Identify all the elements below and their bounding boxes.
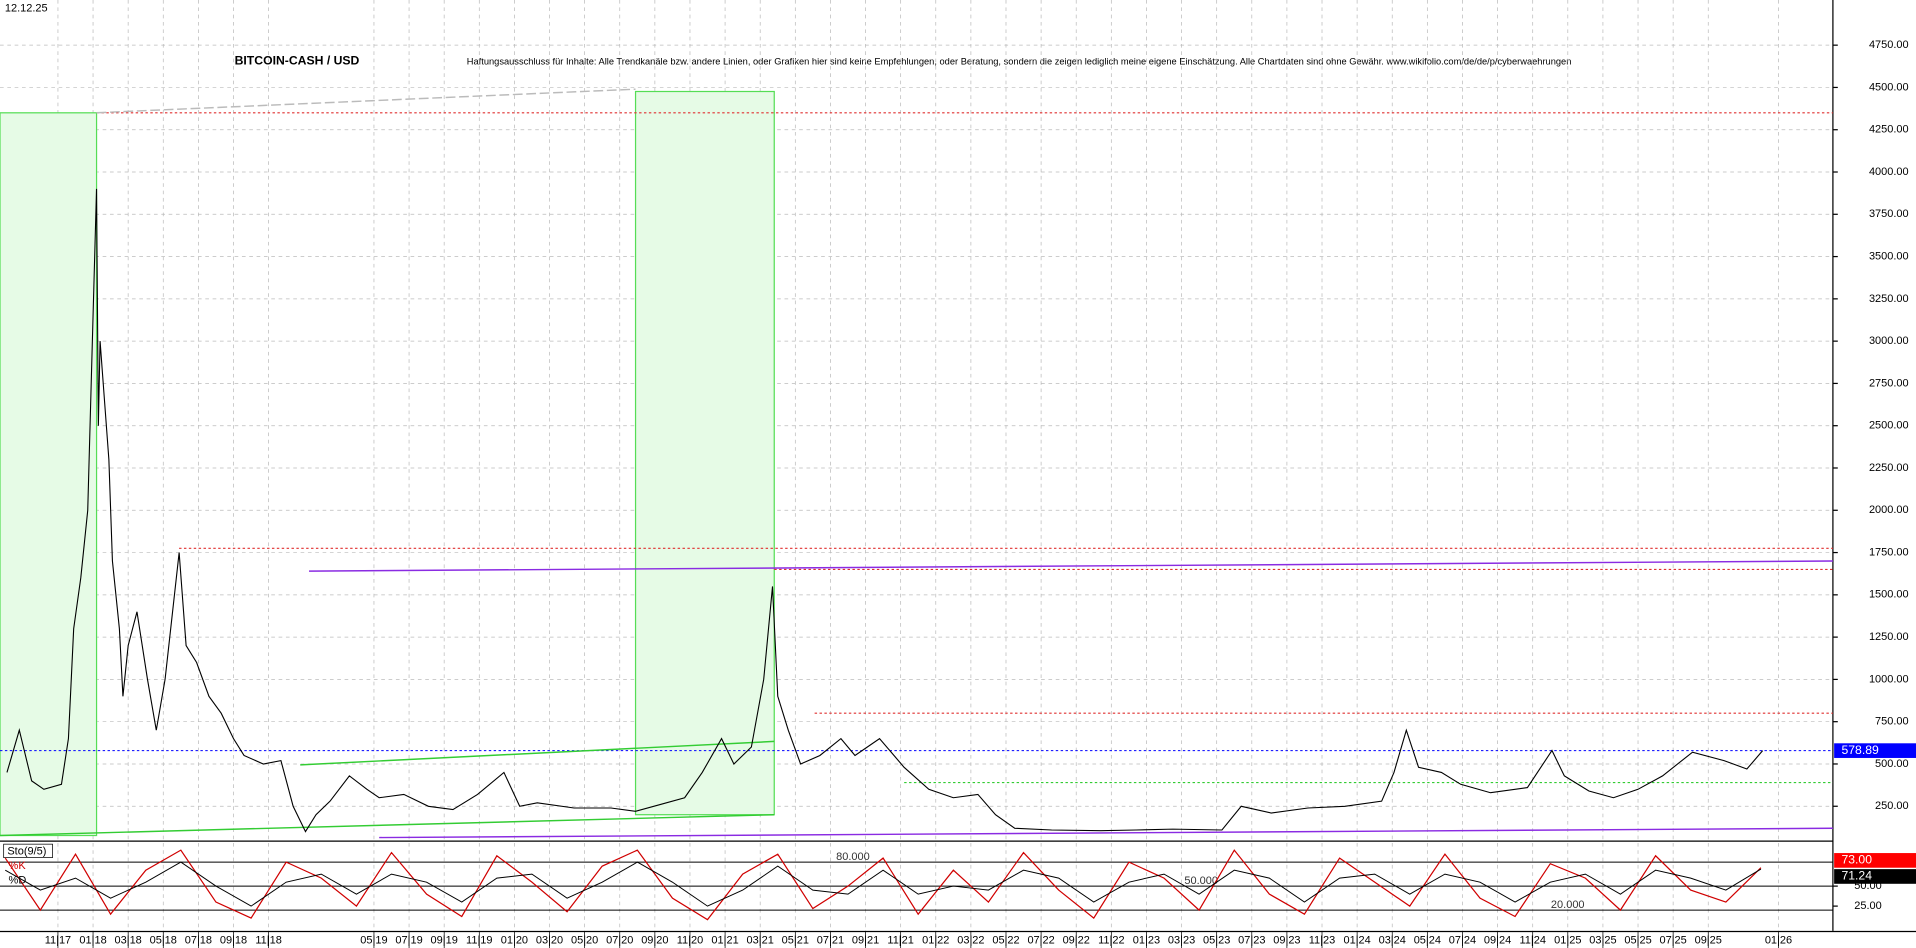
panel-title: Sto(9/5): [7, 845, 46, 857]
x-tick-label: 03|24: [1379, 935, 1406, 947]
x-tick-label: 05|25: [1624, 935, 1651, 947]
y-tick-label: 3000.00: [1869, 335, 1909, 347]
x-tick-label: 01|20: [501, 935, 528, 947]
last-value-label: 73.00: [1841, 853, 1872, 867]
trendline: [309, 560, 1833, 572]
x-tick-label: 01|25: [1554, 935, 1581, 947]
x-tick-label: 07|21: [817, 935, 844, 947]
x-tick-label: 05|20: [571, 935, 598, 947]
x-tick-label: 07|19: [395, 935, 422, 947]
y-tick-label: 2250.00: [1869, 462, 1909, 474]
x-tick-label: 05|18: [150, 935, 177, 947]
x-tick-label: 03|23: [1168, 935, 1195, 947]
x-tick-label: 11|19: [466, 935, 492, 947]
level-label: 80.000: [836, 851, 870, 863]
trendline: [96, 88, 636, 114]
last-value-box: [1834, 853, 1916, 868]
trendline: [379, 827, 1833, 839]
x-tick-label: 09|21: [852, 935, 879, 947]
x-tick-label: 11|20: [677, 935, 703, 947]
x-tick-label: 11|23: [1309, 935, 1335, 947]
x-tick-label: 07|22: [1027, 935, 1054, 947]
last-value-box: [1834, 743, 1916, 758]
y-tick-label: 1750.00: [1869, 546, 1909, 558]
last-value-box: [1834, 869, 1916, 884]
title-box: [3, 843, 53, 858]
x-tick-label: 03|18: [115, 935, 142, 947]
x-tick-label: 07|24: [1449, 935, 1476, 947]
y-tick-label: 3250.00: [1869, 293, 1909, 305]
trendline: [300, 740, 775, 766]
stoch-line: [5, 861, 1762, 907]
y-tick-label: 4750.00: [1869, 39, 1909, 51]
stoch-line: [4, 849, 1762, 921]
x-tick-label: 09|24: [1484, 935, 1511, 947]
x-tick-label: 07|20: [606, 935, 633, 947]
x-tick-label: 05|23: [1203, 935, 1230, 947]
x-tick-label: 07|23: [1238, 935, 1265, 947]
x-tick-label: 11|22: [1098, 935, 1124, 947]
y-tick-label: 2750.00: [1869, 377, 1909, 389]
y-tick-label: 500.00: [1875, 758, 1909, 770]
x-tick-label: 01|23: [1133, 935, 1160, 947]
x-tick-label: 09|19: [431, 935, 458, 947]
x-tick-label: 09|25: [1695, 935, 1722, 947]
x-tick-label: 03|20: [536, 935, 563, 947]
y-tick-label: 2000.00: [1869, 504, 1909, 516]
legend-label: %K: [9, 860, 27, 872]
y-tick-label: 1500.00: [1869, 589, 1909, 601]
x-tick-label: 07|18: [185, 935, 212, 947]
y-tick-label: 1000.00: [1869, 673, 1909, 685]
y-tick-label: 3500.00: [1869, 250, 1909, 262]
y-tick-label: 1250.00: [1869, 631, 1909, 643]
last-value-label: 578.89: [1841, 743, 1879, 757]
x-tick-label: 05|22: [992, 935, 1019, 947]
x-tick-label: 03|22: [957, 935, 984, 947]
trendline: [0, 813, 775, 837]
x-tick-label: 11|21: [887, 935, 913, 947]
chart-title: BITCOIN-CASH / USD: [235, 53, 360, 67]
y-tick-label: 4000.00: [1869, 166, 1909, 178]
level-label: 20.000: [1551, 899, 1585, 911]
last-value-label: 71.24: [1841, 869, 1872, 883]
x-tick-label: 03|21: [747, 935, 774, 947]
legend-label: %D: [9, 875, 27, 887]
x-tick-label: 01|18: [79, 935, 106, 947]
x-tick-label: 09|22: [1063, 935, 1090, 947]
date-label: 12.12.25: [5, 2, 48, 14]
x-tick-label: 01|24: [1343, 935, 1370, 947]
x-tick-label: 07|25: [1659, 935, 1686, 947]
x-tick-label: 11|24: [1519, 935, 1545, 947]
disclaimer: Haftungsausschluss für Inhalte: Alle Tre…: [467, 57, 1572, 67]
x-tick-label: 11|18: [255, 935, 281, 947]
x-tick-label: 11|17: [45, 935, 71, 947]
price-line: [6, 188, 1764, 833]
y-tick-label: 4500.00: [1869, 81, 1909, 93]
y-tick-label: 2500.00: [1869, 420, 1909, 432]
y-tick-label: 750.00: [1875, 716, 1909, 728]
x-tick-label: 05|19: [360, 935, 387, 947]
y-tick-label: 50.00: [1854, 880, 1882, 892]
y-tick-label: 250.00: [1875, 800, 1909, 812]
x-tick-label: 05|21: [782, 935, 809, 947]
x-tick-label: 09|23: [1273, 935, 1300, 947]
x-tick-label: 05|24: [1414, 935, 1441, 947]
x-tick-label: 01|21: [711, 935, 738, 947]
zone: [0, 112, 98, 837]
level-label: 50.000: [1184, 875, 1218, 887]
y-tick-label: 3750.00: [1869, 208, 1909, 220]
x-tick-label: 01|26: [1765, 935, 1792, 947]
x-tick-label: 09|20: [641, 935, 668, 947]
zone: [634, 90, 775, 816]
x-tick-label: 09|18: [220, 935, 247, 947]
x-tick-label: 01|22: [922, 935, 949, 947]
x-tick-label: 03|25: [1589, 935, 1616, 947]
y-tick-label: 4250.00: [1869, 124, 1909, 136]
y-tick-label: 25.00: [1854, 900, 1882, 912]
